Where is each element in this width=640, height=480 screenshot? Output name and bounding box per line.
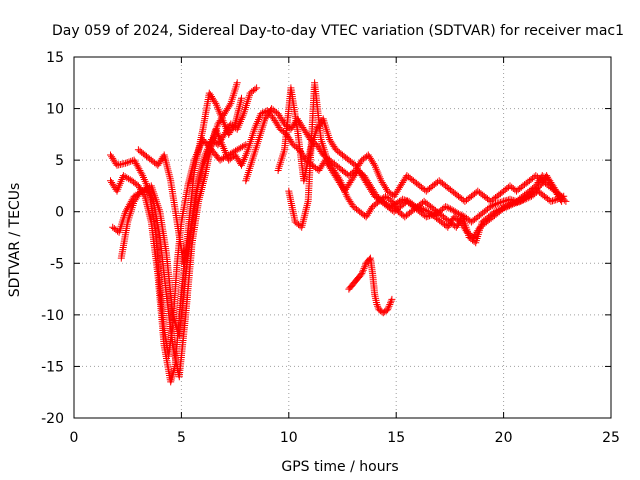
y-tick-label: 0 — [55, 205, 64, 221]
data-point-marker — [494, 206, 502, 214]
axis-ticks — [73, 56, 612, 419]
y-tick-label: -10 — [41, 308, 64, 324]
data-point-marker — [374, 302, 382, 310]
data-point-marker — [446, 205, 454, 213]
data-point-marker — [496, 205, 504, 213]
data-point-marker — [509, 200, 517, 208]
data-point-marker — [360, 264, 368, 272]
data-point-marker — [455, 210, 462, 218]
data-point-marker — [257, 110, 265, 118]
x-tick-label: 20 — [495, 430, 513, 446]
data-point-marker — [487, 203, 495, 211]
data-point-marker — [370, 160, 378, 168]
data-point-marker — [429, 211, 437, 219]
x-tick-label: 5 — [177, 430, 186, 446]
data-point-marker — [384, 304, 392, 312]
data-point-marker — [491, 208, 499, 216]
x-tick-label: 10 — [280, 430, 298, 446]
x-tick-label: 25 — [602, 430, 620, 446]
data-point-marker — [490, 201, 498, 209]
data-point-marker — [233, 79, 241, 87]
data-point-marker — [492, 200, 499, 208]
data-point-marker — [140, 186, 148, 194]
data-point-marker — [384, 306, 392, 314]
data-point-marker — [506, 202, 513, 210]
data-point-marker — [359, 266, 367, 274]
data-point-marker — [420, 205, 428, 213]
data-point-marker — [359, 268, 366, 276]
data-point-marker — [560, 196, 568, 204]
data-point-marker — [361, 263, 369, 271]
data-point-marker — [387, 299, 394, 307]
series-track-h — [285, 79, 570, 247]
data-point-marker — [122, 159, 130, 167]
data-point-marker — [358, 270, 366, 278]
data-point-marker — [259, 109, 266, 117]
chart-title: Day 059 of 2024, Sidereal Day-to-day VTE… — [52, 23, 624, 39]
data-point-marker — [493, 200, 501, 207]
data-point-marker — [488, 202, 496, 210]
data-point-marker — [373, 301, 381, 308]
tick-labels: 0 5 10 15 20 25 -20 -15 -10 -5 0 5 10 15 — [41, 50, 620, 446]
data-point-marker — [149, 196, 157, 204]
data-point-marker — [361, 261, 369, 269]
data-point-marker — [238, 94, 245, 102]
y-axis-title: SDTVAR / TECUs — [7, 183, 23, 298]
data-point-marker — [388, 295, 396, 303]
data-point-marker — [123, 159, 131, 167]
data-point-marker — [445, 204, 453, 212]
data-point-marker — [424, 212, 432, 220]
data-point-marker — [146, 190, 154, 198]
data-point-marker — [144, 187, 152, 195]
data-point-marker — [385, 302, 393, 310]
data-point-marker — [125, 158, 133, 166]
data-point-marker — [504, 203, 512, 211]
data-point-marker — [253, 84, 261, 92]
data-point-marker — [562, 197, 570, 205]
data-point-marker — [493, 207, 501, 215]
data-point-marker — [442, 203, 450, 211]
data-point-marker — [335, 175, 343, 183]
x-axis-title: GPS time / hours — [281, 459, 398, 475]
y-tick-label: 10 — [46, 102, 64, 118]
series-track-i — [345, 254, 396, 317]
plot-frame — [73, 56, 612, 419]
x-tick-label: 0 — [70, 430, 79, 446]
grid-lines — [74, 57, 611, 418]
data-point-marker — [357, 271, 365, 279]
y-tick-label: 5 — [55, 153, 64, 169]
data-point-marker — [251, 85, 259, 93]
data-point-marker — [138, 170, 146, 178]
data-point-marker — [387, 297, 395, 305]
y-tick-label: -15 — [41, 359, 64, 375]
data-points — [107, 79, 570, 386]
y-tick-label: -20 — [41, 411, 64, 427]
data-point-marker — [386, 301, 394, 308]
data-point-marker — [145, 189, 153, 197]
y-tick-label: 15 — [46, 50, 64, 66]
data-point-marker — [143, 185, 151, 193]
data-point-marker — [507, 201, 515, 209]
data-point-marker — [506, 195, 514, 203]
series-track-d — [117, 79, 241, 381]
data-point-marker — [226, 101, 234, 109]
data-point-marker — [443, 203, 451, 211]
data-point-marker — [211, 98, 219, 106]
y-tick-label: -5 — [50, 256, 64, 272]
x-tick-label: 15 — [387, 430, 405, 446]
data-point-marker — [510, 200, 518, 207]
